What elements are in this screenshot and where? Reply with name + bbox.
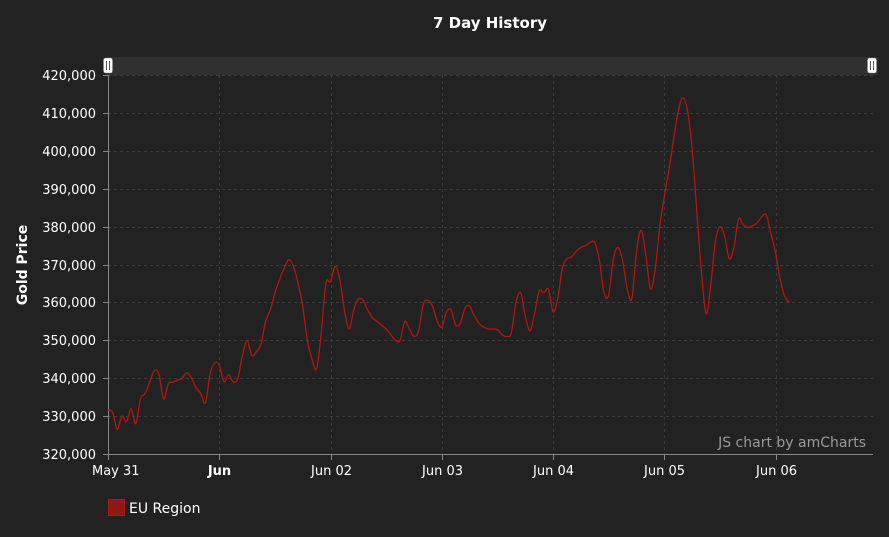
y-tick-label: 370,000 [42,259,96,274]
y-axis-label: Gold Price [15,225,31,306]
y-axis-ticks: 320,000 330,000 340,000 350,000 360,000 370,0… [42,69,108,463]
legend-label-eu-region[interactable]: EU Region [129,501,200,517]
y-tick-label: 390,000 [42,183,96,198]
y-tick-label: 350,000 [42,334,96,349]
y-tick-label: 360,000 [42,296,96,311]
y-tick-label: 340,000 [42,372,96,387]
scrollbar-track[interactable] [108,57,878,75]
legend: EU Region [108,499,200,517]
x-tick-label: Jun 03 [421,464,463,479]
y-tick-label: 410,000 [42,107,96,122]
credit-text[interactable]: JS chart by amCharts [717,435,866,451]
gridlines [108,75,873,454]
series-group [107,97,791,431]
x-axis-ticks: May 31 Jun Jun 02 Jun 03 Jun 04 Jun 05 Jun 06 [92,454,797,479]
chart-title: 7 Day History [433,14,547,32]
y-tick-label: 420,000 [42,69,96,84]
scrollbar[interactable] [103,57,879,75]
y-tick-label: 380,000 [42,221,96,236]
x-tick-label: Jun [207,464,231,479]
x-tick-label: May 31 [92,464,140,479]
scrollbar-right-handle[interactable] [867,57,877,74]
x-tick-label: Jun 06 [755,464,797,479]
series-line-eu-region[interactable] [107,97,791,431]
y-tick-label: 320,000 [42,448,96,463]
x-tick-label: Jun 05 [643,464,685,479]
axes [108,75,873,455]
y-tick-label: 400,000 [42,145,96,160]
legend-swatch-eu-region[interactable] [108,499,125,516]
scrollbar-left-handle[interactable] [103,57,113,74]
x-tick-label: Jun 02 [310,464,352,479]
x-tick-label: Jun 04 [532,464,574,479]
y-tick-label: 330,000 [42,410,96,425]
